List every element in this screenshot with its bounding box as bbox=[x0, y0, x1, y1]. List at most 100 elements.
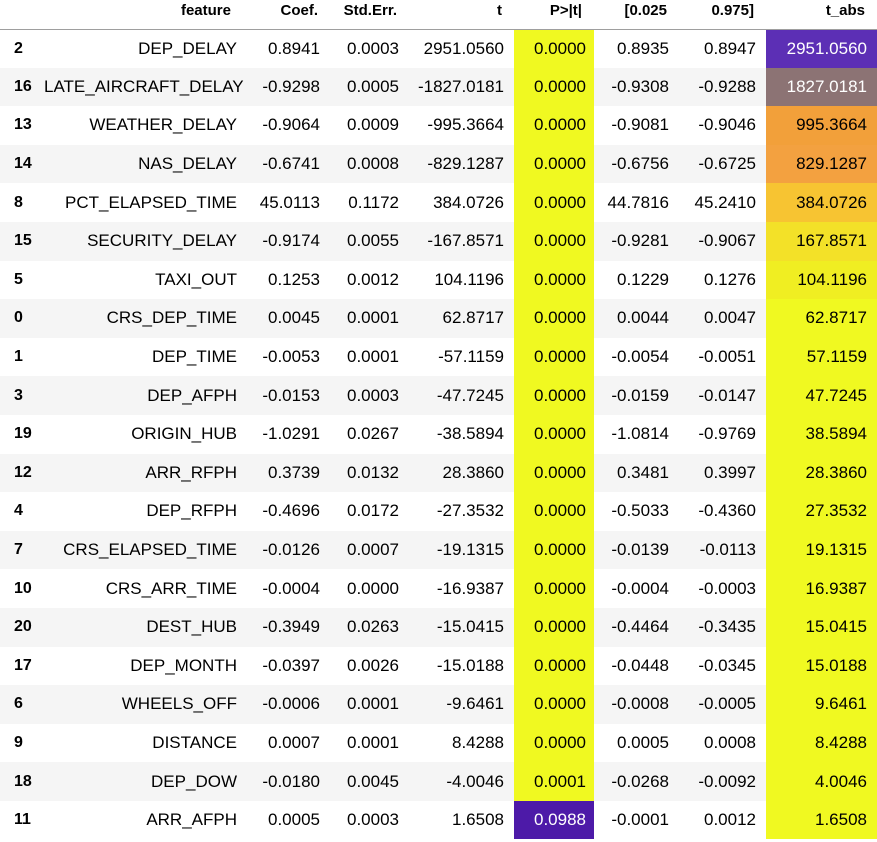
t-stat-cell: -15.0415 bbox=[409, 607, 514, 647]
ci-upper-cell: 45.2410 bbox=[694, 192, 756, 212]
t-stat-cell: 1.6508 bbox=[452, 810, 504, 830]
coef-cell: 0.0007 bbox=[268, 732, 320, 752]
row-index: 1 bbox=[14, 348, 23, 366]
table-row: 7 CRS_ELAPSED_TIME -0.0126 0.0007 -19.1315 0.… bbox=[0, 530, 877, 570]
coef-cell: -0.0126 bbox=[243, 530, 330, 570]
t-abs-cell: 4.0046 bbox=[766, 762, 877, 801]
t-abs-cell: 104.1196 bbox=[766, 260, 877, 300]
p-value-cell: 0.0000 bbox=[514, 299, 594, 338]
row-index: 16 bbox=[0, 67, 44, 107]
t-abs-cell: 9.6461 bbox=[766, 685, 877, 724]
table-header: feature Coef. Std.Err. t P>|t| [0.025 0.… bbox=[0, 0, 877, 30]
ci-upper-cell: -0.9067 bbox=[679, 221, 766, 261]
std-err-cell: 0.0001 bbox=[330, 299, 409, 338]
header-feature: feature bbox=[44, 0, 243, 30]
row-index: 4 bbox=[14, 502, 23, 520]
coef-cell: -0.9174 bbox=[243, 221, 330, 261]
t-abs-cell: 47.7245 bbox=[766, 376, 877, 415]
t-abs-cell: 28.3860 bbox=[766, 453, 877, 493]
row-index: 10 bbox=[14, 579, 32, 597]
ci-lower-cell: -1.0814 bbox=[611, 424, 669, 444]
header-p-value: P>|t| bbox=[514, 0, 594, 30]
ci-upper-cell: -0.3435 bbox=[679, 607, 766, 647]
p-value-cell: 0.0000 bbox=[514, 723, 594, 763]
feature-cell: DEP_MONTH bbox=[130, 655, 237, 675]
ci-lower-cell: -0.0054 bbox=[611, 347, 669, 367]
t-abs-cell: 1827.0181 bbox=[766, 67, 877, 107]
ci-lower-cell: -0.9081 bbox=[611, 115, 669, 135]
std-err-cell: 0.1172 bbox=[348, 192, 399, 212]
p-value-cell: 0.0000 bbox=[514, 106, 594, 145]
coef-cell: -0.0397 bbox=[262, 655, 320, 675]
header-row: feature Coef. Std.Err. t P>|t| [0.025 0.… bbox=[0, 0, 877, 30]
std-err-cell: 0.0003 bbox=[347, 38, 399, 58]
p-value-cell: 0.0000 bbox=[514, 646, 594, 686]
table-row: 16 LATE_AIRCRAFT_DELAY -0.9298 0.0005 -1827.… bbox=[0, 67, 877, 107]
ci-upper-cell: 0.1276 bbox=[704, 269, 756, 289]
feature-cell: DEP_TIME bbox=[151, 347, 237, 367]
row-index: 13 bbox=[14, 116, 32, 134]
feature-cell: DISTANCE bbox=[152, 732, 237, 752]
row-index: 6 bbox=[0, 685, 44, 724]
t-stat-cell: -1827.0181 bbox=[409, 67, 514, 107]
row-index: 17 bbox=[14, 656, 32, 674]
t-stat-cell: -57.1159 bbox=[438, 347, 504, 367]
row-index: 7 bbox=[0, 530, 44, 570]
t-stat-cell: 384.0726 bbox=[433, 192, 504, 212]
t-stat-cell: -15.0188 bbox=[436, 655, 504, 675]
coef-cell: -0.9298 bbox=[243, 67, 330, 107]
t-abs-cell: 995.3664 bbox=[766, 106, 877, 145]
table-row: 17 DEP_MONTH -0.0397 0.0026 -15.0188 0.0000 -0… bbox=[0, 646, 877, 686]
t-stat-cell: -995.3664 bbox=[427, 115, 504, 135]
feature-cell: WHEELS_OFF bbox=[44, 685, 243, 724]
p-value-cell: 0.0000 bbox=[514, 337, 594, 377]
feature-cell: NAS_DELAY bbox=[44, 144, 243, 184]
ci-lower-cell: -0.0139 bbox=[594, 530, 679, 570]
coef-cell: 0.3739 bbox=[243, 453, 330, 493]
ci-upper-cell: 0.3997 bbox=[679, 453, 766, 493]
row-index: 9 bbox=[14, 733, 23, 751]
t-stat-cell: -16.9387 bbox=[436, 578, 504, 598]
ci-lower-cell: -0.0008 bbox=[594, 685, 679, 724]
coef-cell: -0.9064 bbox=[262, 115, 320, 135]
coef-cell: -0.6741 bbox=[243, 144, 330, 184]
ci-upper-cell: -0.9769 bbox=[698, 424, 756, 444]
ci-lower-cell: 0.0044 bbox=[594, 299, 679, 338]
std-err-cell: 0.0263 bbox=[330, 607, 409, 647]
t-abs-cell: 8.4288 bbox=[766, 723, 877, 763]
std-err-cell: 0.0005 bbox=[330, 67, 409, 107]
row-index: 18 bbox=[0, 762, 44, 801]
table-row: 12 ARR_RFPH 0.3739 0.0132 28.3860 0.0000 0.348… bbox=[0, 453, 877, 493]
std-err-cell: 0.0026 bbox=[347, 655, 399, 675]
table-row: 0 CRS_DEP_TIME 0.0045 0.0001 62.8717 0.0000 0.… bbox=[0, 299, 877, 338]
ci-lower-cell: -0.0268 bbox=[594, 762, 679, 801]
t-stat-cell: 104.1196 bbox=[434, 269, 504, 289]
feature-cell: CRS_ELAPSED_TIME bbox=[44, 530, 243, 570]
p-value-cell: 0.0000 bbox=[514, 414, 594, 454]
row-index: 5 bbox=[14, 270, 23, 288]
row-index: 20 bbox=[0, 607, 44, 647]
t-stat-cell: -38.5894 bbox=[436, 424, 504, 444]
coef-cell: -0.0053 bbox=[262, 347, 320, 367]
header-std-err: Std.Err. bbox=[330, 0, 409, 30]
ci-upper-cell: -0.0345 bbox=[698, 655, 756, 675]
ci-upper-cell: 0.0012 bbox=[704, 810, 756, 830]
row-index: 2 bbox=[14, 39, 23, 57]
coef-cell: -0.0153 bbox=[243, 376, 330, 415]
std-err-cell: 0.0172 bbox=[347, 501, 399, 521]
std-err-cell: 0.0000 bbox=[347, 578, 399, 598]
p-value-cell: 0.0000 bbox=[514, 607, 594, 647]
feature-cell: SECURITY_DELAY bbox=[44, 221, 243, 261]
t-stat-cell: 28.3860 bbox=[409, 453, 514, 493]
table-row: 19 ORIGIN_HUB -1.0291 0.0267 -38.5894 0.0000-… bbox=[0, 414, 877, 454]
feature-cell: LATE_AIRCRAFT_DELAY bbox=[44, 67, 244, 107]
feature-cell: DEP_AFPH bbox=[44, 376, 243, 415]
table-body: 2 DEP_DELAY 0.8941 0.0003 2951.0560 0.0000 0.8… bbox=[0, 29, 877, 840]
ci-upper-cell: -0.0113 bbox=[679, 530, 766, 570]
t-stat-cell: 8.4288 bbox=[452, 732, 504, 752]
coef-cell: 0.8941 bbox=[268, 38, 320, 58]
ci-lower-cell: -0.4464 bbox=[594, 607, 679, 647]
table-row: 15 SECURITY_DELAY -0.9174 0.0055 -167.8571 0.… bbox=[0, 221, 877, 261]
coef-cell: -0.0006 bbox=[243, 685, 330, 724]
ci-lower-cell: 0.1229 bbox=[617, 269, 669, 289]
